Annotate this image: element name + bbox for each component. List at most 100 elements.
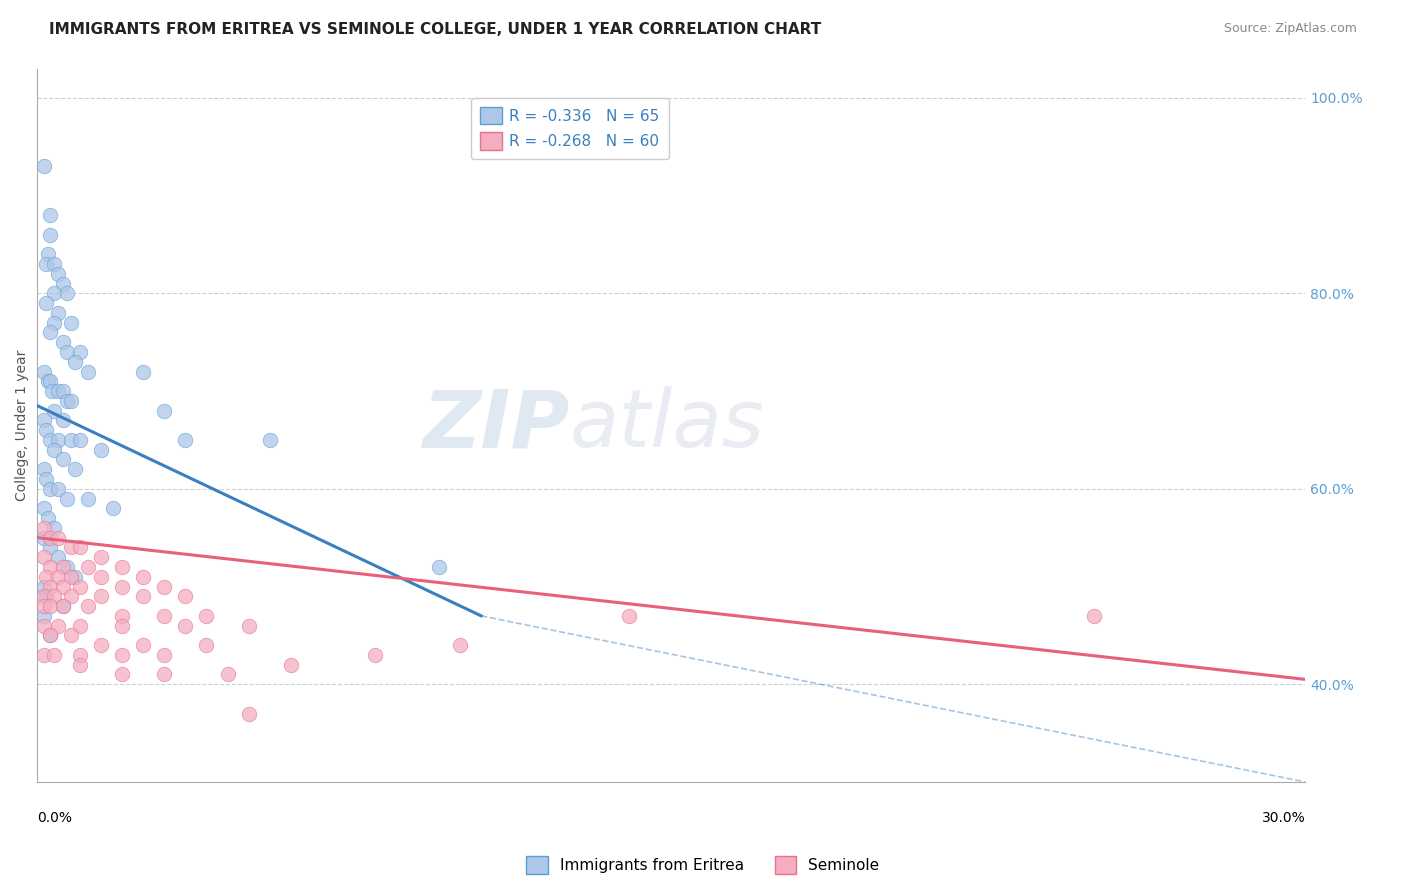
Point bbox=[48, 550, 70, 565]
Point bbox=[132, 570, 155, 584]
Point bbox=[39, 628, 62, 642]
Legend: R = -0.336   N = 65, R = -0.268   N = 60: R = -0.336 N = 65, R = -0.268 N = 60 bbox=[471, 97, 669, 159]
Point bbox=[153, 667, 176, 681]
Point bbox=[32, 648, 55, 662]
Point bbox=[39, 580, 62, 594]
Point bbox=[52, 599, 75, 613]
Point bbox=[35, 570, 58, 584]
Point bbox=[35, 423, 58, 437]
Text: Source: ZipAtlas.com: Source: ZipAtlas.com bbox=[1223, 22, 1357, 36]
Point bbox=[44, 648, 66, 662]
Point bbox=[111, 560, 134, 574]
Point bbox=[132, 638, 155, 652]
Point bbox=[48, 384, 70, 398]
Point bbox=[35, 590, 58, 604]
Point bbox=[39, 374, 62, 388]
Point bbox=[111, 648, 134, 662]
Point bbox=[69, 433, 91, 447]
Point bbox=[32, 590, 55, 604]
Point bbox=[195, 608, 218, 623]
Text: IMMIGRANTS FROM ERITREA VS SEMINOLE COLLEGE, UNDER 1 YEAR CORRELATION CHART: IMMIGRANTS FROM ERITREA VS SEMINOLE COLL… bbox=[49, 22, 821, 37]
Point bbox=[69, 657, 91, 672]
Point bbox=[111, 667, 134, 681]
Point bbox=[48, 433, 70, 447]
Point bbox=[44, 521, 66, 535]
Point bbox=[238, 706, 260, 721]
Point bbox=[56, 393, 79, 408]
Point bbox=[35, 257, 58, 271]
Point bbox=[39, 531, 62, 545]
Point bbox=[90, 570, 112, 584]
Point bbox=[77, 599, 100, 613]
Point bbox=[90, 442, 112, 457]
Point bbox=[44, 442, 66, 457]
Point bbox=[60, 628, 83, 642]
Point bbox=[32, 599, 55, 613]
Point bbox=[48, 570, 70, 584]
Point bbox=[35, 296, 58, 310]
Point bbox=[69, 580, 91, 594]
Point bbox=[56, 560, 79, 574]
Point bbox=[364, 648, 387, 662]
Text: 30.0%: 30.0% bbox=[1261, 811, 1305, 824]
Point bbox=[1083, 608, 1105, 623]
Point bbox=[132, 364, 155, 378]
Point bbox=[41, 384, 63, 398]
Point bbox=[39, 482, 62, 496]
Point bbox=[56, 286, 79, 301]
Point bbox=[65, 355, 87, 369]
Point bbox=[52, 335, 75, 350]
Point bbox=[52, 580, 75, 594]
Point bbox=[65, 570, 87, 584]
Point bbox=[32, 521, 55, 535]
Point bbox=[35, 472, 58, 486]
Point bbox=[195, 638, 218, 652]
Point bbox=[217, 667, 239, 681]
Point bbox=[56, 491, 79, 506]
Point bbox=[103, 501, 125, 516]
Point bbox=[280, 657, 302, 672]
Point bbox=[44, 257, 66, 271]
Point bbox=[32, 531, 55, 545]
Point bbox=[111, 608, 134, 623]
Point bbox=[153, 403, 176, 417]
Point bbox=[48, 618, 70, 632]
Point bbox=[39, 541, 62, 555]
Point bbox=[44, 286, 66, 301]
Point bbox=[39, 560, 62, 574]
Point bbox=[238, 618, 260, 632]
Point bbox=[52, 277, 75, 291]
Point bbox=[52, 452, 75, 467]
Point bbox=[174, 618, 197, 632]
Point bbox=[69, 618, 91, 632]
Point bbox=[39, 628, 62, 642]
Point bbox=[39, 326, 62, 340]
Point bbox=[52, 384, 75, 398]
Point bbox=[44, 590, 66, 604]
Point bbox=[39, 433, 62, 447]
Point bbox=[69, 648, 91, 662]
Legend: Immigrants from Eritrea, Seminole: Immigrants from Eritrea, Seminole bbox=[520, 850, 886, 880]
Point bbox=[32, 550, 55, 565]
Point bbox=[44, 403, 66, 417]
Point bbox=[32, 501, 55, 516]
Point bbox=[48, 306, 70, 320]
Point bbox=[65, 462, 87, 476]
Point bbox=[48, 267, 70, 281]
Point bbox=[32, 159, 55, 173]
Point bbox=[90, 590, 112, 604]
Text: 0.0%: 0.0% bbox=[38, 811, 72, 824]
Point bbox=[52, 413, 75, 427]
Point bbox=[111, 580, 134, 594]
Point bbox=[60, 316, 83, 330]
Point bbox=[56, 345, 79, 359]
Point bbox=[52, 599, 75, 613]
Point bbox=[60, 590, 83, 604]
Point bbox=[39, 208, 62, 222]
Point bbox=[259, 433, 281, 447]
Point bbox=[37, 374, 59, 388]
Point bbox=[617, 608, 640, 623]
Point bbox=[153, 580, 176, 594]
Point bbox=[32, 413, 55, 427]
Point bbox=[60, 570, 83, 584]
